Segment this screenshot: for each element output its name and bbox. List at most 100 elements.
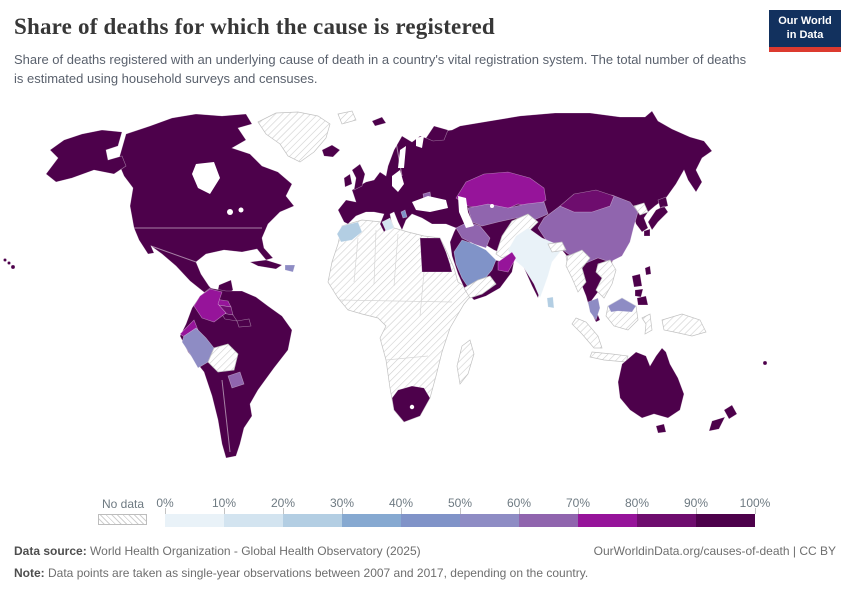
region-taiwan[interactable] (644, 265, 652, 276)
country-borders-light (132, 141, 403, 453)
region-madagascar[interactable] (456, 339, 475, 385)
region-hawaii[interactable] (3, 258, 16, 270)
sea-caspian-sea (458, 196, 474, 228)
country-borders-gray (339, 229, 453, 361)
legend-swatch-0-10[interactable] (165, 514, 224, 527)
sea-black-sea (412, 196, 448, 212)
note-text: Data points are taken as single-year obs… (44, 566, 589, 580)
region-philippines[interactable] (631, 273, 649, 306)
data-source-line: Data source: World Health Organization -… (14, 544, 421, 558)
legend-swatch-80-90[interactable] (637, 514, 696, 527)
region-greenland[interactable] (257, 111, 331, 163)
legend-swatch-10-20[interactable] (224, 514, 283, 527)
region-indochina[interactable] (595, 259, 617, 299)
region-india[interactable] (507, 227, 561, 299)
legend-tick-label-70%: 70% (565, 496, 591, 510)
legend-tick-label-40%: 40% (388, 496, 414, 510)
legend-tick (519, 508, 520, 514)
region-yemen[interactable] (463, 275, 497, 299)
data-source-label: Data source: (14, 544, 87, 558)
data-source-text: World Health Organization - Global Healt… (86, 544, 421, 558)
world-choropleth-map (0, 108, 850, 492)
region-south-america[interactable] (179, 287, 293, 459)
region-svalbard-west[interactable] (337, 110, 357, 125)
legend-swatch-60-70[interactable] (519, 514, 578, 527)
region-malaysia-borneo[interactable] (607, 297, 637, 313)
region-sumatra[interactable] (571, 317, 603, 349)
legend-tick-label-10%: 10% (211, 496, 237, 510)
legend-no-data-label: No data (101, 497, 145, 511)
legend-tick-label-60%: 60% (506, 496, 532, 510)
sea-white-sea (416, 136, 424, 148)
region-novaya-zemlya[interactable] (425, 125, 449, 142)
region-nepal[interactable] (547, 241, 567, 253)
region-japan[interactable] (643, 196, 669, 237)
lake-aral (490, 204, 494, 208)
region-panama[interactable] (236, 318, 252, 328)
legend-tick-label-0%: 0% (156, 496, 174, 510)
legend-tick (283, 508, 284, 514)
region-alaska[interactable] (45, 129, 127, 183)
region-albania[interactable] (400, 209, 408, 219)
sea-cutouts (192, 136, 494, 228)
region-hispaniola[interactable] (284, 264, 296, 273)
legend-tick (637, 508, 638, 514)
region-south-africa[interactable] (391, 385, 431, 423)
chart-footer: Data source: World Health Organization -… (14, 544, 836, 580)
region-myanmar[interactable] (565, 249, 591, 293)
region-sulawesi[interactable] (641, 313, 653, 335)
legend-tick-label-100%: 100% (739, 496, 771, 510)
legend-swatch-40-50[interactable] (401, 514, 460, 527)
region-central-asia[interactable] (467, 201, 549, 227)
note-label: Note: (14, 566, 45, 580)
map-legend: No data 0% 10% 20% 30% 40% 50% 60% 70% 80% 90% 100… (0, 496, 850, 532)
region-morocco[interactable] (336, 221, 363, 243)
region-north-america[interactable] (117, 113, 295, 301)
region-australia[interactable] (617, 347, 685, 419)
legend-no-data-swatch[interactable] (98, 514, 147, 525)
legend-tick (401, 508, 402, 514)
legend-swatch-20-30[interactable] (283, 514, 342, 527)
region-tunisia[interactable] (381, 217, 395, 232)
region-malaysia-peninsula[interactable] (587, 297, 601, 321)
legend-tick (460, 508, 461, 514)
legend-swatch-30-40[interactable] (342, 514, 401, 527)
region-tasmania[interactable] (655, 423, 667, 434)
map-svg (3, 110, 768, 459)
legend-swatch-90-100[interactable] (696, 514, 755, 527)
legend-swatch-50-60[interactable] (460, 514, 519, 527)
region-new-guinea[interactable] (661, 313, 707, 337)
region-new-zealand-north[interactable] (723, 404, 738, 420)
region-ireland[interactable] (343, 173, 353, 188)
region-united-kingdom[interactable] (351, 163, 366, 191)
page-title: Share of deaths for which the cause is r… (14, 14, 495, 39)
legend-color-scale: 0% 10% 20% 30% 40% 50% 60% 70% 80% 90% 100% (156, 496, 770, 528)
region-java[interactable] (589, 351, 629, 363)
sea-hudson-bay (192, 162, 220, 194)
legend-tick-label-20%: 20% (270, 496, 296, 510)
region-svalbard-east[interactable] (371, 116, 387, 127)
owid-link[interactable]: OurWorldinData.org/causes-of-death | CC … (593, 544, 836, 558)
legend-tick-label-90%: 90% (683, 496, 709, 510)
legend-tick (696, 508, 697, 514)
region-colombia[interactable] (193, 288, 227, 323)
legend-tick (578, 508, 579, 514)
region-oman[interactable] (497, 251, 517, 273)
legend-tick-label-50%: 50% (447, 496, 473, 510)
legend-tick (224, 508, 225, 514)
region-bolivia[interactable] (207, 343, 239, 373)
region-mongolia[interactable] (559, 189, 615, 213)
region-new-zealand-south[interactable] (708, 416, 726, 432)
legend-swatch-70-80[interactable] (578, 514, 637, 527)
owid-logo[interactable]: Our World in Data (769, 10, 841, 52)
region-egypt[interactable] (419, 237, 453, 273)
sea-baltic-sea (392, 170, 404, 192)
region-paraguay[interactable] (227, 371, 245, 389)
region-north-korea[interactable] (633, 202, 649, 216)
region-iceland[interactable] (321, 144, 341, 158)
region-fiji[interactable] (762, 360, 768, 366)
legend-tick (165, 508, 166, 514)
region-sri-lanka[interactable] (546, 296, 555, 309)
lesotho-cutout (409, 404, 415, 410)
region-cuba[interactable] (248, 259, 283, 270)
